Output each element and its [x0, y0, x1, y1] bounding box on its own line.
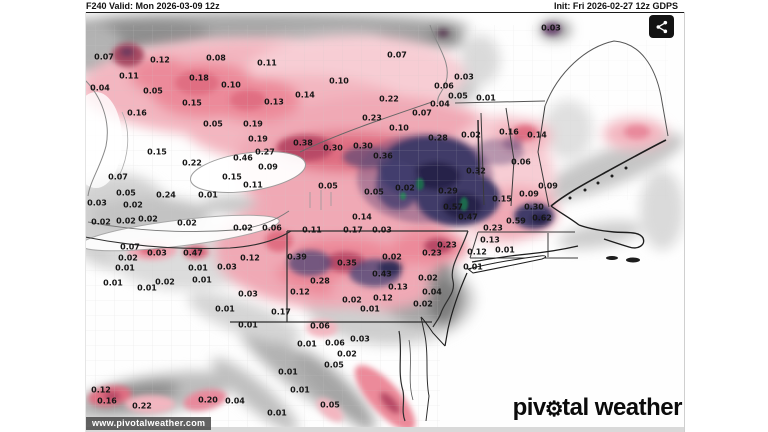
watermark: www.pivotalweather.com: [86, 417, 212, 430]
gear-icon: ⚙: [544, 397, 564, 421]
logo-text-prefix: piv: [512, 394, 547, 421]
pivotal-weather-logo: piv ⚙ tal weather: [512, 394, 683, 422]
forecast-valid-label: F240 Valid: Mon 2026-03-09 12z: [86, 1, 220, 11]
share-button[interactable]: [649, 15, 674, 38]
logo-text-suffix: tal weather: [562, 394, 682, 421]
init-time-label: Init: Fri 2026-02-27 12z GDPS: [553, 1, 678, 11]
share-icon: [656, 20, 667, 33]
